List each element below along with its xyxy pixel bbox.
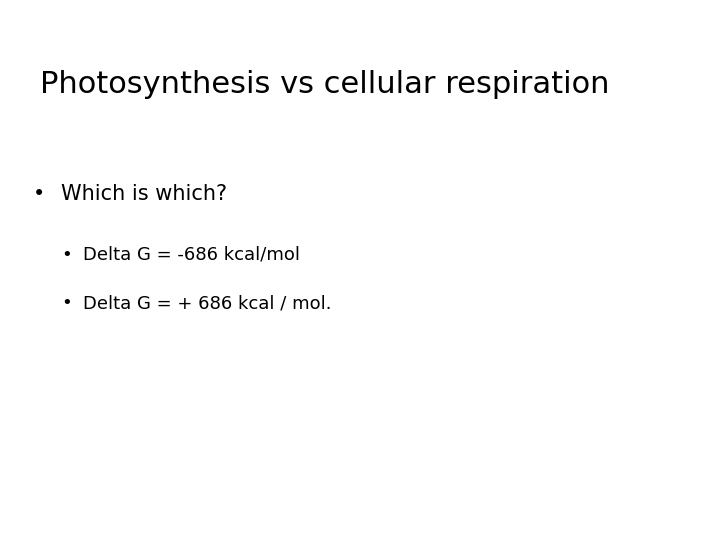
- Text: Delta G = + 686 kcal / mol.: Delta G = + 686 kcal / mol.: [83, 294, 331, 312]
- Text: Delta G = -686 kcal/mol: Delta G = -686 kcal/mol: [83, 246, 300, 264]
- Text: •: •: [32, 184, 45, 204]
- Text: Photosynthesis vs cellular respiration: Photosynthesis vs cellular respiration: [40, 70, 609, 99]
- Text: •: •: [61, 294, 72, 312]
- Text: Which is which?: Which is which?: [61, 184, 228, 204]
- Text: •: •: [61, 246, 72, 264]
